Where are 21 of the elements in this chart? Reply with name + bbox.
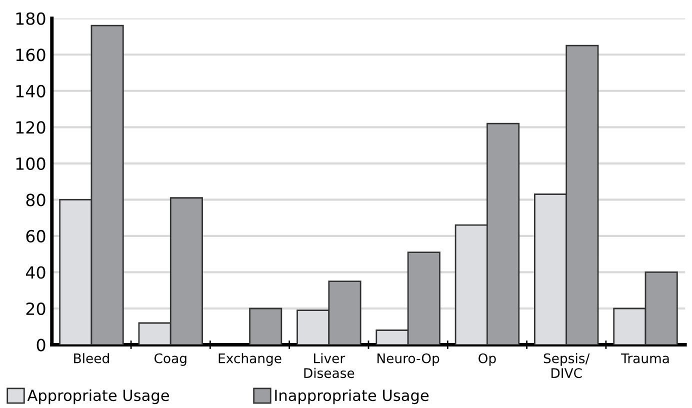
x-tick-label: Neuro-Op (378, 353, 440, 366)
y-tick-label: 0 (36, 338, 46, 352)
x-tick-label: Op (478, 353, 496, 366)
x-tick-label: Bleed (74, 353, 109, 364)
x-tick-label: Exchange (218, 353, 282, 366)
legend-label: Appropriate Usage (27, 389, 169, 404)
y-tick-label: 120 (16, 121, 46, 134)
x-tick-label: Liver Disease (304, 353, 354, 378)
y-tick-label: 140 (16, 84, 46, 98)
legend-label: Inappropriate Usage (275, 389, 429, 404)
y-tick-label: 100 (16, 157, 46, 170)
y-tick-label: 20 (26, 302, 46, 316)
x-tick-label: Sepsis/ DIVC (544, 353, 590, 378)
y-tick-label: 80 (26, 194, 46, 206)
y-tick-label: 160 (16, 48, 46, 62)
y-tick-label: 60 (26, 230, 46, 243)
bar (249, 308, 282, 345)
y-tick-label: 180 (16, 12, 46, 25)
y-tick-label: 40 (26, 266, 46, 279)
x-tick-label: Trauma (621, 354, 669, 364)
x-tick-label: Coag (154, 353, 186, 366)
